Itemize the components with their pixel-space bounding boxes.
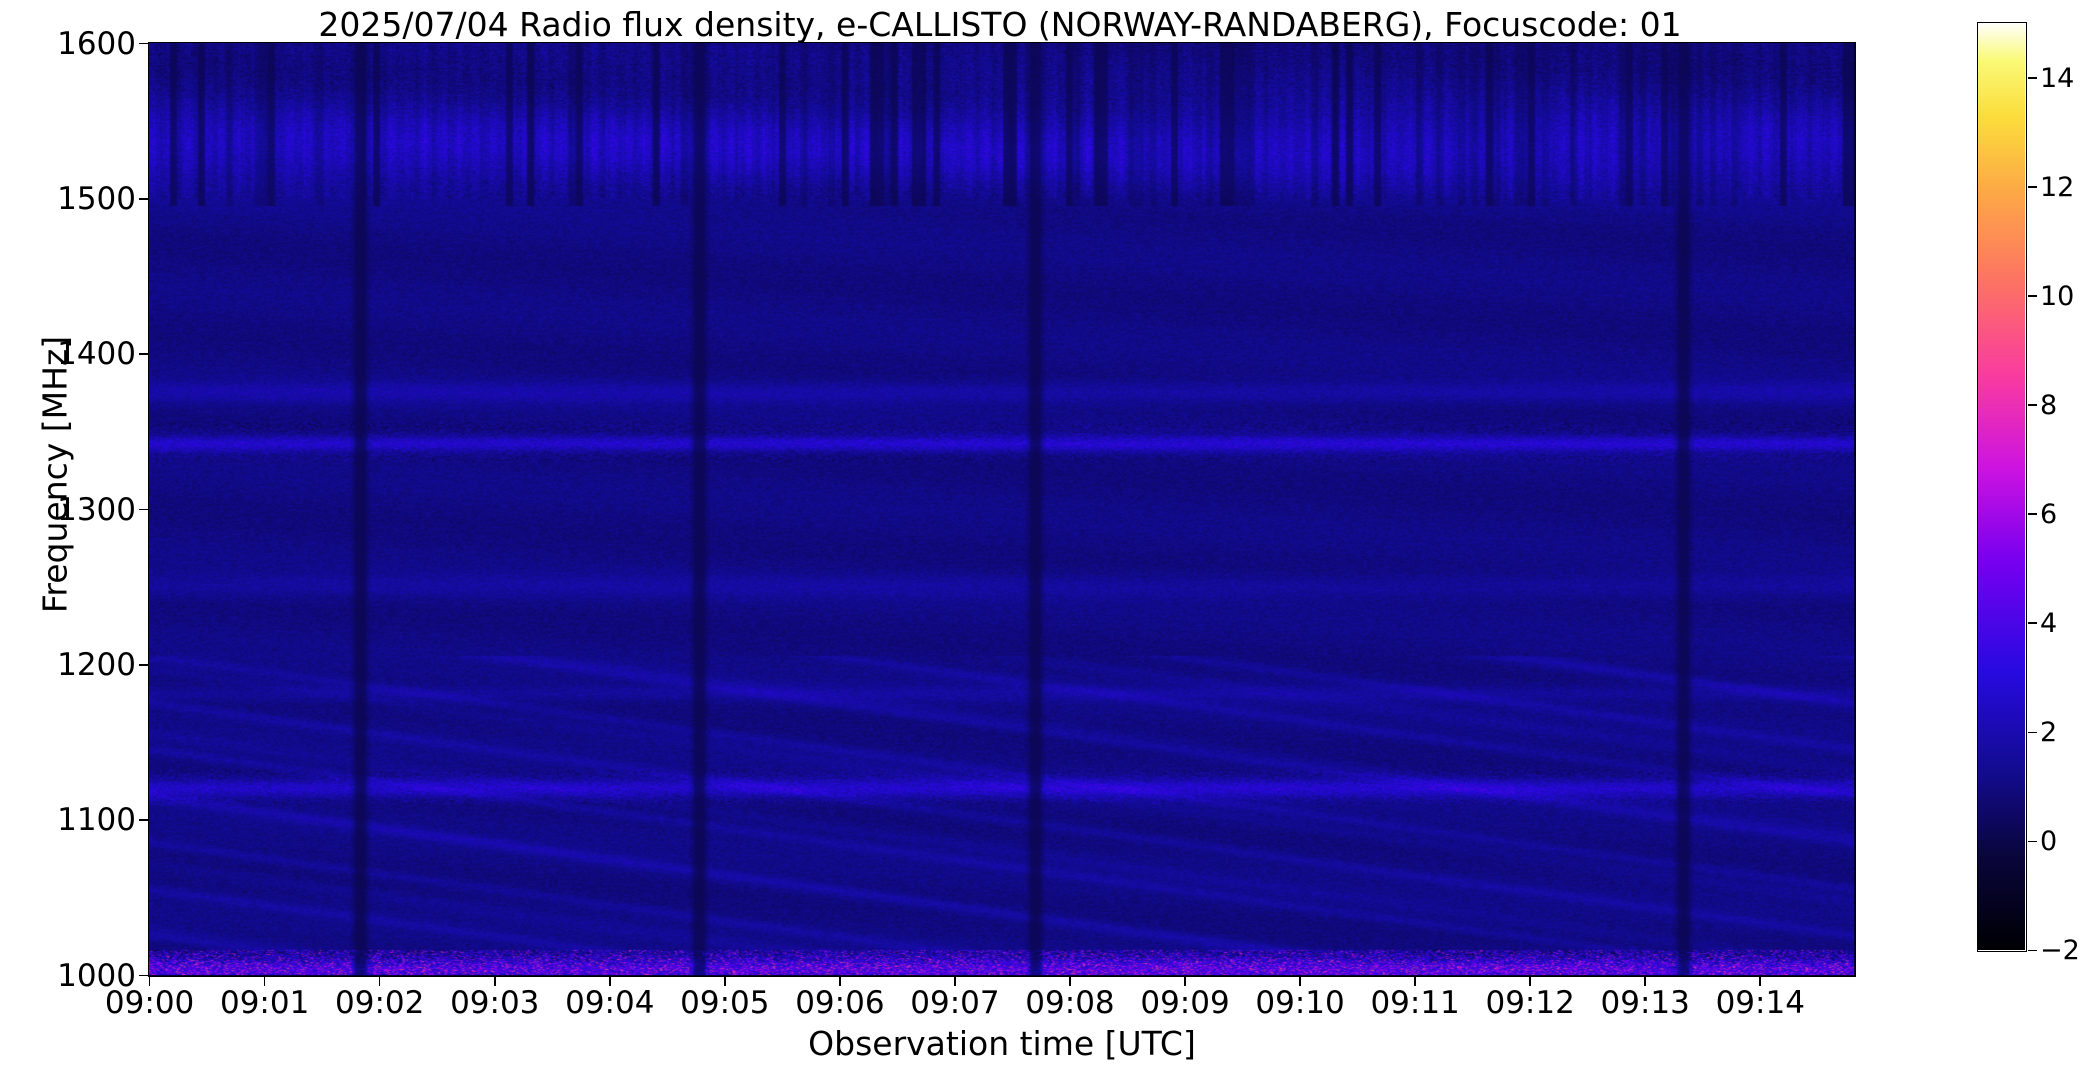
x-axis-tick-mark bbox=[378, 977, 381, 986]
x-axis-tick-mark bbox=[1414, 977, 1416, 986]
colorbar-tick-mark bbox=[2028, 949, 2037, 952]
x-axis-tick-mark bbox=[1069, 977, 1071, 986]
x-axis-tick-mark bbox=[148, 977, 151, 986]
spectrogram-plot-area[interactable] bbox=[148, 42, 1856, 977]
colorbar-tick-mark bbox=[2028, 731, 2037, 734]
x-axis-tick-mark bbox=[263, 977, 266, 986]
x-axis-tick-label: 09:09 bbox=[1140, 985, 1230, 1021]
colorbar-tick-mark bbox=[2028, 186, 2037, 188]
colorbar-canvas bbox=[1978, 23, 2025, 950]
figure-title: 2025/07/04 Radio flux density, e-CALLIST… bbox=[318, 5, 1682, 44]
y-axis-tick-label: 1200 bbox=[57, 646, 136, 683]
x-axis-tick-label: 09:01 bbox=[219, 985, 310, 1021]
x-axis-tick-label: 09:12 bbox=[1485, 985, 1575, 1021]
x-axis-tick-mark bbox=[1644, 977, 1646, 986]
colorbar-tick-label: −2 bbox=[2040, 935, 2080, 967]
x-axis-tick-label: 09:14 bbox=[1715, 985, 1805, 1021]
colorbar-tick-mark bbox=[2028, 77, 2037, 79]
colorbar-tick-mark bbox=[2028, 622, 2037, 625]
x-axis-tick-label: 09:06 bbox=[795, 985, 885, 1021]
x-axis-tick-mark bbox=[1184, 977, 1186, 986]
colorbar-tick-label: 12 bbox=[2040, 172, 2075, 204]
colorbar-tick-mark bbox=[2028, 840, 2037, 843]
x-axis-tick-label: 09:08 bbox=[1025, 985, 1115, 1021]
x-axis-tick-mark bbox=[724, 977, 726, 986]
x-axis-tick-label: 09:10 bbox=[1255, 985, 1345, 1021]
colorbar bbox=[1977, 22, 2027, 952]
y-axis-tick-label: 1400 bbox=[57, 336, 136, 373]
x-axis-tick-label: 09:11 bbox=[1370, 985, 1460, 1021]
colorbar-tick-mark bbox=[2028, 404, 2037, 407]
colorbar-tick-label: 6 bbox=[2040, 499, 2058, 531]
colorbar-tick-label: 14 bbox=[2040, 63, 2075, 95]
x-axis-tick-mark bbox=[839, 977, 841, 986]
x-axis-tick-label: 09:04 bbox=[565, 985, 655, 1021]
y-axis-tick-label: 1300 bbox=[57, 491, 136, 528]
y-axis-tick-mark bbox=[139, 664, 148, 666]
y-axis-tick-mark bbox=[139, 508, 148, 511]
x-axis-tick-label: 09:05 bbox=[680, 985, 770, 1021]
y-axis-tick-label: 1500 bbox=[57, 180, 136, 217]
x-axis-tick-label: 09:07 bbox=[910, 985, 1000, 1021]
y-axis-tick-mark bbox=[139, 42, 148, 45]
colorbar-tick-label: 2 bbox=[2040, 717, 2058, 749]
x-axis-tick-mark bbox=[493, 977, 496, 986]
x-axis-tick-label: 09:13 bbox=[1600, 985, 1690, 1021]
x-axis-tick-label: 09:02 bbox=[335, 985, 425, 1021]
x-axis-tick-mark bbox=[608, 977, 611, 986]
y-axis-tick-mark bbox=[139, 974, 148, 977]
x-axis-tick-mark bbox=[1759, 977, 1762, 986]
y-axis-tick-label: 1100 bbox=[57, 802, 136, 839]
colorbar-tick-label: 10 bbox=[2040, 281, 2075, 313]
x-axis-tick-label: 09:00 bbox=[104, 985, 195, 1021]
y-axis-tick-label: 1600 bbox=[57, 25, 136, 62]
y-axis-tick-label: 1000 bbox=[57, 957, 136, 994]
colorbar-tick-label: 8 bbox=[2040, 390, 2058, 422]
x-axis-tick-mark bbox=[1299, 977, 1301, 986]
colorbar-tick-mark bbox=[2028, 513, 2037, 516]
x-axis-tick-mark bbox=[954, 977, 956, 986]
y-axis-tick-mark bbox=[139, 819, 148, 822]
x-axis-label: Observation time [UTC] bbox=[808, 1024, 1196, 1063]
x-axis-tick-label: 09:03 bbox=[450, 985, 540, 1021]
colorbar-tick-label: 0 bbox=[2040, 826, 2058, 858]
colorbar-tick-label: 4 bbox=[2040, 608, 2058, 640]
x-axis-tick-mark bbox=[1529, 977, 1531, 986]
colorbar-tick-mark bbox=[2028, 295, 2037, 297]
spectrogram-canvas bbox=[149, 43, 1854, 975]
y-axis-tick-mark bbox=[139, 353, 148, 356]
y-axis-tick-mark bbox=[139, 198, 148, 200]
